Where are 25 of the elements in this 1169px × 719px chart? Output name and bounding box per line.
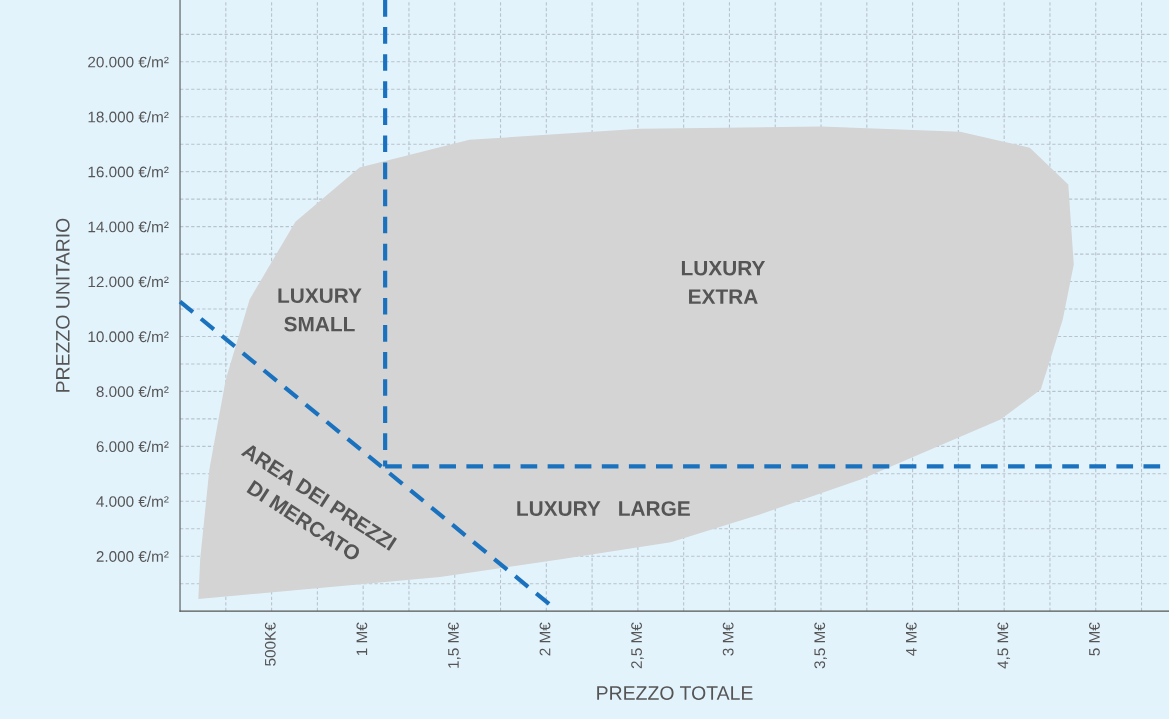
x-tick-label: 5 M€ — [1089, 622, 1100, 656]
y-axis-title: PREZZO UNITARIO — [55, 218, 70, 392]
x-tick-label: 2,5 M€ — [631, 622, 644, 669]
y-tick-label: 14.000 €/m² — [88, 221, 169, 233]
x-axis-title: PREZZO TOTALE — [597, 686, 753, 700]
y-tick-label: 16.000 €/m² — [88, 166, 169, 178]
y-tick-label: 18.000 €/m² — [88, 111, 169, 123]
y-tick-label: 2.000 €/m² — [96, 550, 169, 562]
x-tick-label: 4 M€ — [905, 622, 917, 656]
x-tick-label: 4,5 M€ — [997, 622, 1011, 669]
x-tick-label: 2 M€ — [539, 622, 551, 656]
y-tick-label: 4.000 €/m² — [96, 495, 169, 507]
y-tick-label: 10.000 €/m² — [88, 330, 169, 343]
x-tick-label: 1 M€ — [356, 622, 368, 656]
y-tick-label: 20.000 €/m² — [88, 56, 169, 68]
x-tick-label: 1,5 M€ — [448, 622, 461, 668]
annotation: LUXURY SMALL — [278, 288, 362, 332]
x-tick-label: 3 M€ — [722, 622, 734, 656]
annotation: LUXURY EXTRA — [681, 261, 766, 304]
y-tick-label: 12.000 €/m² — [88, 276, 169, 288]
annotation: LUXURY LARGE — [517, 501, 690, 516]
y-tick-label: 6.000 €/m² — [96, 440, 169, 453]
y-tick-label: 8.000 €/m² — [96, 385, 169, 398]
x-tick-label: 3,5 M€ — [814, 622, 827, 669]
x-tick-label: 500K€ — [264, 622, 276, 666]
